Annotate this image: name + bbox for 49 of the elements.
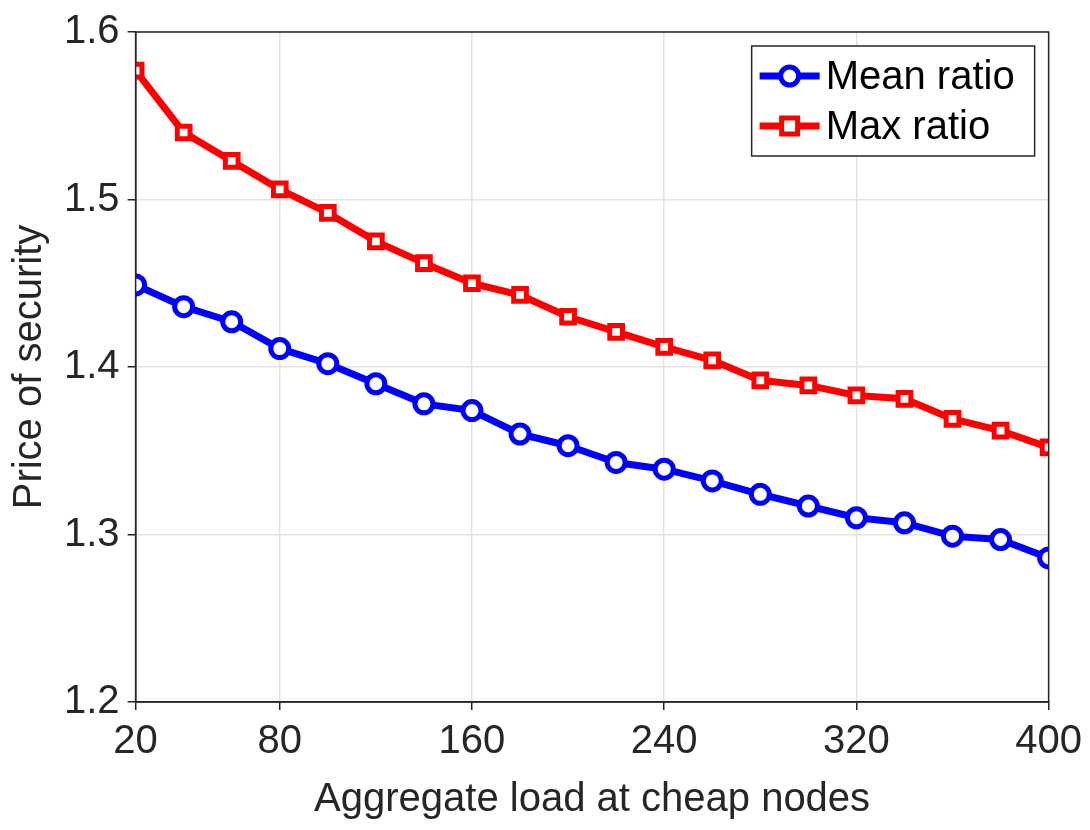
point (270, 180, 289, 199)
point (655, 338, 674, 356)
point (607, 322, 626, 341)
point (174, 123, 193, 142)
y-tick-label: 1.5 (64, 174, 120, 219)
point (895, 389, 914, 408)
legend-label: Max ratio (825, 103, 991, 148)
point (463, 274, 481, 293)
point (415, 254, 433, 273)
point (847, 386, 866, 405)
point (316, 352, 340, 376)
point (511, 286, 529, 304)
point (991, 421, 1010, 440)
x-tick-label: 400 (1015, 717, 1083, 762)
point (652, 457, 676, 481)
point (796, 494, 820, 518)
y-tick-label: 1.6 (64, 7, 120, 52)
point (172, 295, 196, 319)
point (799, 376, 818, 395)
point (222, 152, 241, 170)
point (508, 422, 532, 446)
legend-label: Mean ratio (825, 53, 1015, 98)
x-tick-label: 160 (438, 717, 506, 762)
point (364, 372, 388, 396)
point (943, 410, 962, 428)
point (556, 434, 580, 458)
y-axis-title: Price of security (5, 224, 50, 510)
x-tick-label: 320 (823, 717, 890, 762)
point (892, 511, 916, 535)
point (748, 482, 772, 506)
point (941, 524, 965, 548)
point (460, 399, 484, 423)
x-tick-label: 80 (257, 717, 303, 762)
point (559, 307, 577, 326)
point (220, 310, 244, 334)
point (412, 392, 436, 416)
point (604, 450, 628, 474)
point (700, 469, 724, 493)
point (367, 232, 385, 251)
point (703, 351, 722, 370)
x-axis-title: Aggregate load at cheap nodes (314, 775, 871, 820)
y-tick-label: 1.3 (64, 509, 120, 554)
point (318, 204, 337, 222)
point (751, 371, 770, 390)
y-tick-label: 1.4 (64, 342, 120, 387)
point (844, 506, 868, 530)
point (268, 337, 292, 361)
point (989, 528, 1013, 552)
x-tick-label: 240 (630, 717, 698, 762)
